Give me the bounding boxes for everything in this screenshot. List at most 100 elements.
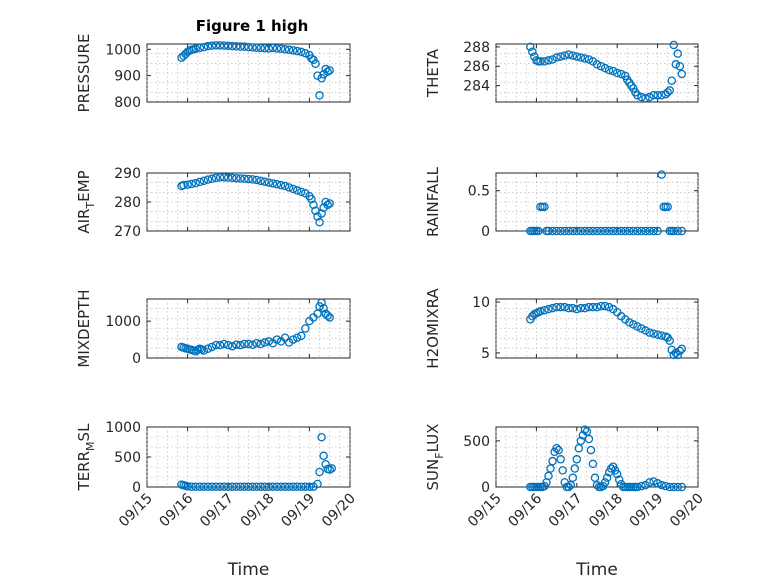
data-point — [588, 459, 598, 469]
subplot-theta: 284 286 288 THETA — [424, 40, 699, 103]
data-point — [556, 52, 565, 61]
data-point — [526, 42, 535, 52]
data-point — [272, 335, 282, 344]
data-point — [600, 226, 610, 236]
data-point — [552, 53, 561, 62]
data-point — [272, 180, 282, 189]
data-point — [215, 41, 225, 50]
data-point — [305, 482, 314, 491]
data-point — [564, 50, 573, 59]
data-point — [240, 482, 249, 491]
data-point — [297, 47, 306, 57]
data-point — [228, 482, 237, 491]
y-axis-label: TERRMSL — [75, 423, 97, 492]
data-point — [568, 473, 578, 483]
data-point — [641, 326, 650, 335]
data-point — [637, 324, 646, 333]
data-point — [321, 64, 330, 74]
data-point — [669, 350, 679, 360]
data-point — [629, 320, 638, 329]
data-point — [317, 432, 326, 442]
data-point — [191, 178, 200, 188]
data-point — [669, 226, 679, 236]
data-point — [223, 340, 233, 350]
data-point — [673, 482, 683, 492]
data-point — [673, 226, 683, 236]
data-point — [325, 313, 334, 322]
data-point — [574, 443, 584, 453]
data-point — [677, 344, 687, 354]
data-point — [203, 41, 213, 51]
data-point — [199, 42, 209, 52]
data-point — [621, 226, 630, 236]
data-point — [544, 56, 553, 65]
data-point — [228, 173, 237, 183]
data-point — [297, 482, 306, 491]
data-point — [203, 482, 213, 491]
data-point — [313, 479, 322, 489]
data-point — [673, 49, 683, 58]
data-point — [297, 331, 306, 341]
data-point — [675, 61, 685, 71]
subplot-h2omixra: 5 10 H2OMIXRA — [424, 288, 699, 369]
data-point — [612, 68, 622, 78]
data-point — [596, 61, 606, 71]
data-point — [669, 482, 679, 492]
data-point — [236, 174, 245, 183]
data-point — [570, 464, 580, 473]
data-point — [207, 41, 217, 50]
y-tick-label: 1000 — [105, 314, 141, 330]
data-point — [616, 69, 626, 79]
y-tick-label: 270 — [114, 224, 141, 240]
data-point — [584, 55, 594, 64]
data-point — [215, 340, 225, 350]
data-point — [236, 482, 245, 491]
data-point — [309, 55, 318, 65]
data-point — [544, 226, 553, 236]
data-point — [252, 43, 261, 52]
data-point — [240, 339, 249, 349]
data-point — [260, 177, 269, 186]
data-point — [576, 226, 586, 236]
data-point — [236, 340, 245, 350]
y-tick-label: 290 — [114, 166, 141, 182]
data-point — [199, 482, 209, 491]
data-point — [191, 482, 200, 491]
y-tick-label: 900 — [114, 69, 141, 85]
data-point — [260, 338, 269, 347]
data-point — [677, 482, 687, 492]
y-tick-label: 500 — [463, 434, 490, 450]
data-point — [260, 482, 269, 491]
data-point — [673, 350, 683, 360]
data-point — [580, 54, 590, 63]
data-point — [297, 187, 306, 197]
data-point — [272, 44, 282, 53]
data-point — [260, 43, 269, 53]
data-point — [284, 183, 294, 192]
y-tick-label: 10 — [472, 295, 490, 311]
y-tick-label: 1000 — [105, 420, 141, 436]
data-point — [552, 226, 561, 236]
data-point — [588, 226, 598, 236]
data-point — [592, 302, 602, 312]
data-point — [558, 466, 567, 475]
y-axis-label: AIRTEMP — [75, 170, 97, 233]
data-point — [292, 186, 302, 195]
data-point — [637, 481, 646, 491]
data-point — [576, 303, 586, 313]
data-point — [572, 304, 582, 314]
data-point — [604, 65, 614, 75]
data-point — [657, 480, 666, 490]
data-point — [633, 226, 642, 236]
data-point — [653, 479, 662, 488]
data-point — [264, 482, 274, 491]
data-point — [301, 482, 310, 491]
data-point — [244, 482, 253, 491]
data-point — [292, 482, 302, 491]
data-point — [604, 302, 614, 312]
data-point — [582, 427, 592, 436]
y-axis-label: RAINFALL — [424, 166, 442, 237]
data-point — [199, 346, 209, 355]
data-point — [548, 303, 557, 313]
data-point — [675, 346, 685, 356]
